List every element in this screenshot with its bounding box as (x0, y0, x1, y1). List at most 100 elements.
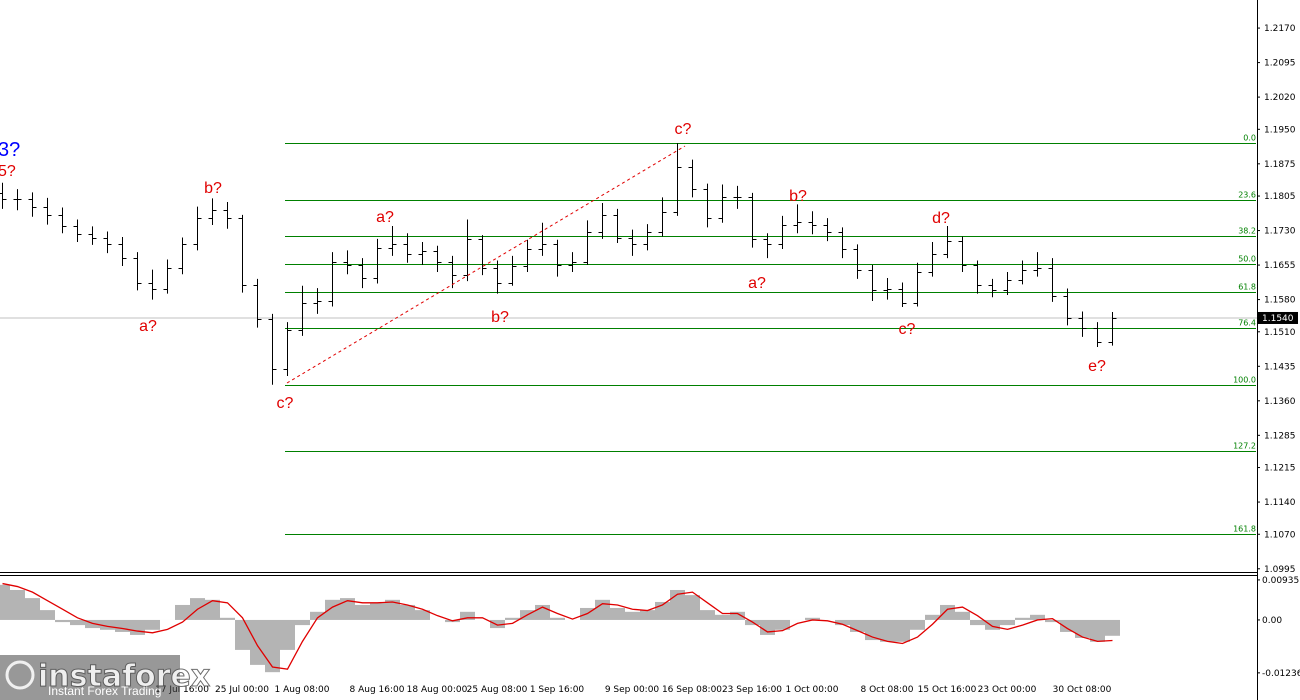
histogram-bar (610, 607, 625, 620)
histogram-bar (880, 619, 895, 642)
histogram-bar (100, 619, 115, 630)
histogram-bar (220, 617, 235, 620)
histogram-bar (340, 598, 355, 620)
plot-layer: 1.2170 1.2095 1.2020 1.1950 1.1875 1.1805 1.17… (0, 24, 1300, 695)
histogram-bar (985, 619, 1000, 630)
x-tick-label: 9 Sep 00:00 (605, 685, 660, 695)
y-tick-label: 1.2095 (1264, 59, 1296, 69)
histogram-bar (400, 604, 415, 620)
watermark-logo (5, 660, 35, 690)
y-tick-label: 1.0995 (1264, 565, 1296, 575)
y-tick-label: 1.1950 (1264, 125, 1296, 135)
y-tick-label: 1.1070 (1264, 530, 1296, 540)
fib-level-label: 61.8 (1238, 283, 1256, 292)
x-tick-label: 30 Oct 08:00 (1053, 685, 1112, 695)
fib-level-label: 0.0 (1243, 134, 1256, 143)
fib-level-label: 50.0 (1238, 255, 1256, 264)
histogram-bar (40, 610, 55, 620)
histogram-bar (25, 598, 40, 620)
wave-label: a? (748, 275, 766, 292)
histogram-bar (265, 619, 280, 673)
fib-level-label: 127.2 (1233, 442, 1256, 451)
histogram-bar (715, 614, 730, 620)
histogram-bar (145, 619, 160, 630)
histogram-bar (415, 610, 430, 620)
fib-level-label: 23.6 (1238, 191, 1256, 200)
histogram-bar (205, 599, 220, 620)
last-price-box (1258, 311, 1298, 324)
histogram-bar (355, 604, 370, 620)
y-tick-label: 1.1360 (1264, 397, 1296, 407)
x-tick-label: 23 Sep 16:00 (722, 685, 782, 695)
histogram-bar (775, 619, 790, 630)
last-price-label: 1.1540 (1262, 314, 1294, 324)
histogram-bar (805, 617, 820, 620)
fib-level-label: 100.0 (1233, 376, 1256, 385)
histogram-bar (505, 617, 520, 620)
histogram-bar (955, 611, 970, 620)
wave-label: d? (932, 210, 950, 227)
histogram-bar (385, 599, 400, 620)
histogram-bar (10, 589, 25, 620)
wave-label: b? (789, 188, 807, 205)
y-tick-label: 1.1730 (1264, 227, 1296, 237)
fib-level-label: 161.8 (1233, 525, 1256, 534)
y-tick-label: 1.1215 (1264, 464, 1296, 474)
histogram-bar (235, 619, 250, 650)
y-tick-label: 1.1510 (1264, 328, 1296, 338)
x-tick-label: 25 Aug 08:00 (467, 685, 528, 695)
histogram-bar (70, 619, 85, 626)
signal-line (2, 582, 1113, 670)
y-tick-label: 1.1285 (1264, 431, 1296, 441)
histogram-bar (895, 619, 910, 642)
wave-label: e? (1088, 358, 1106, 375)
histogram-bar (115, 619, 130, 632)
y-tick-label: 1.1580 (1264, 296, 1296, 306)
histogram-bar (295, 619, 310, 626)
y-tick-label: 1.1805 (1264, 192, 1296, 202)
wave-label: a? (376, 209, 394, 226)
histogram-bar (625, 611, 640, 620)
histogram-bar (1015, 617, 1030, 620)
y-tick-label: 1.1435 (1264, 362, 1296, 372)
x-tick-label: 18 Aug 00:00 (407, 685, 468, 695)
histogram-bar (280, 619, 295, 650)
histogram-bar (970, 619, 985, 626)
histogram-bar (1045, 619, 1060, 623)
y-tick-label: 0.00 (1262, 616, 1282, 626)
x-tick-label: 16 Sep 08:00 (662, 685, 722, 695)
y-tick-label: 1.2020 (1264, 93, 1296, 103)
y-tick-label: 1.2170 (1264, 24, 1296, 34)
wave-label: 5? (0, 163, 16, 180)
histogram-bar (700, 610, 715, 620)
y-tick-label: 1.1655 (1264, 261, 1296, 271)
histogram-bar (55, 619, 70, 623)
histogram-bar (325, 599, 340, 620)
watermark-box (0, 655, 180, 700)
x-tick-label: 15 Oct 16:00 (918, 685, 977, 695)
wave-label: a? (139, 318, 157, 335)
histogram-bar (550, 617, 565, 620)
histogram-bar (460, 611, 475, 620)
histogram-bar (835, 619, 850, 626)
fib-level-label: 76.4 (1238, 319, 1256, 328)
fib-level-label: 38.2 (1238, 227, 1256, 236)
histogram-bar (1000, 619, 1015, 626)
x-tick-label: 25 Jul 00:00 (215, 685, 269, 695)
histogram-bar (685, 595, 700, 620)
histogram-bar (640, 610, 655, 620)
x-tick-label: 17 Jul 16:00 (155, 685, 209, 695)
x-tick-label: 1 Aug 08:00 (275, 685, 330, 695)
fib-trend-line (286, 145, 686, 384)
y-tick-label: 0.00935 (1262, 576, 1299, 586)
x-tick-label: 8 Oct 08:00 (861, 685, 914, 695)
histogram-bar (1105, 619, 1120, 636)
wave-label: c? (675, 121, 692, 138)
histogram-bar (850, 619, 865, 632)
watermark-tagline: Instant Forex Trading (48, 684, 161, 698)
watermark: instaforex Instant Forex Trading (0, 655, 211, 700)
watermark-brand: instaforex (38, 659, 210, 694)
y-tick-label: 1.1875 (1264, 160, 1296, 170)
